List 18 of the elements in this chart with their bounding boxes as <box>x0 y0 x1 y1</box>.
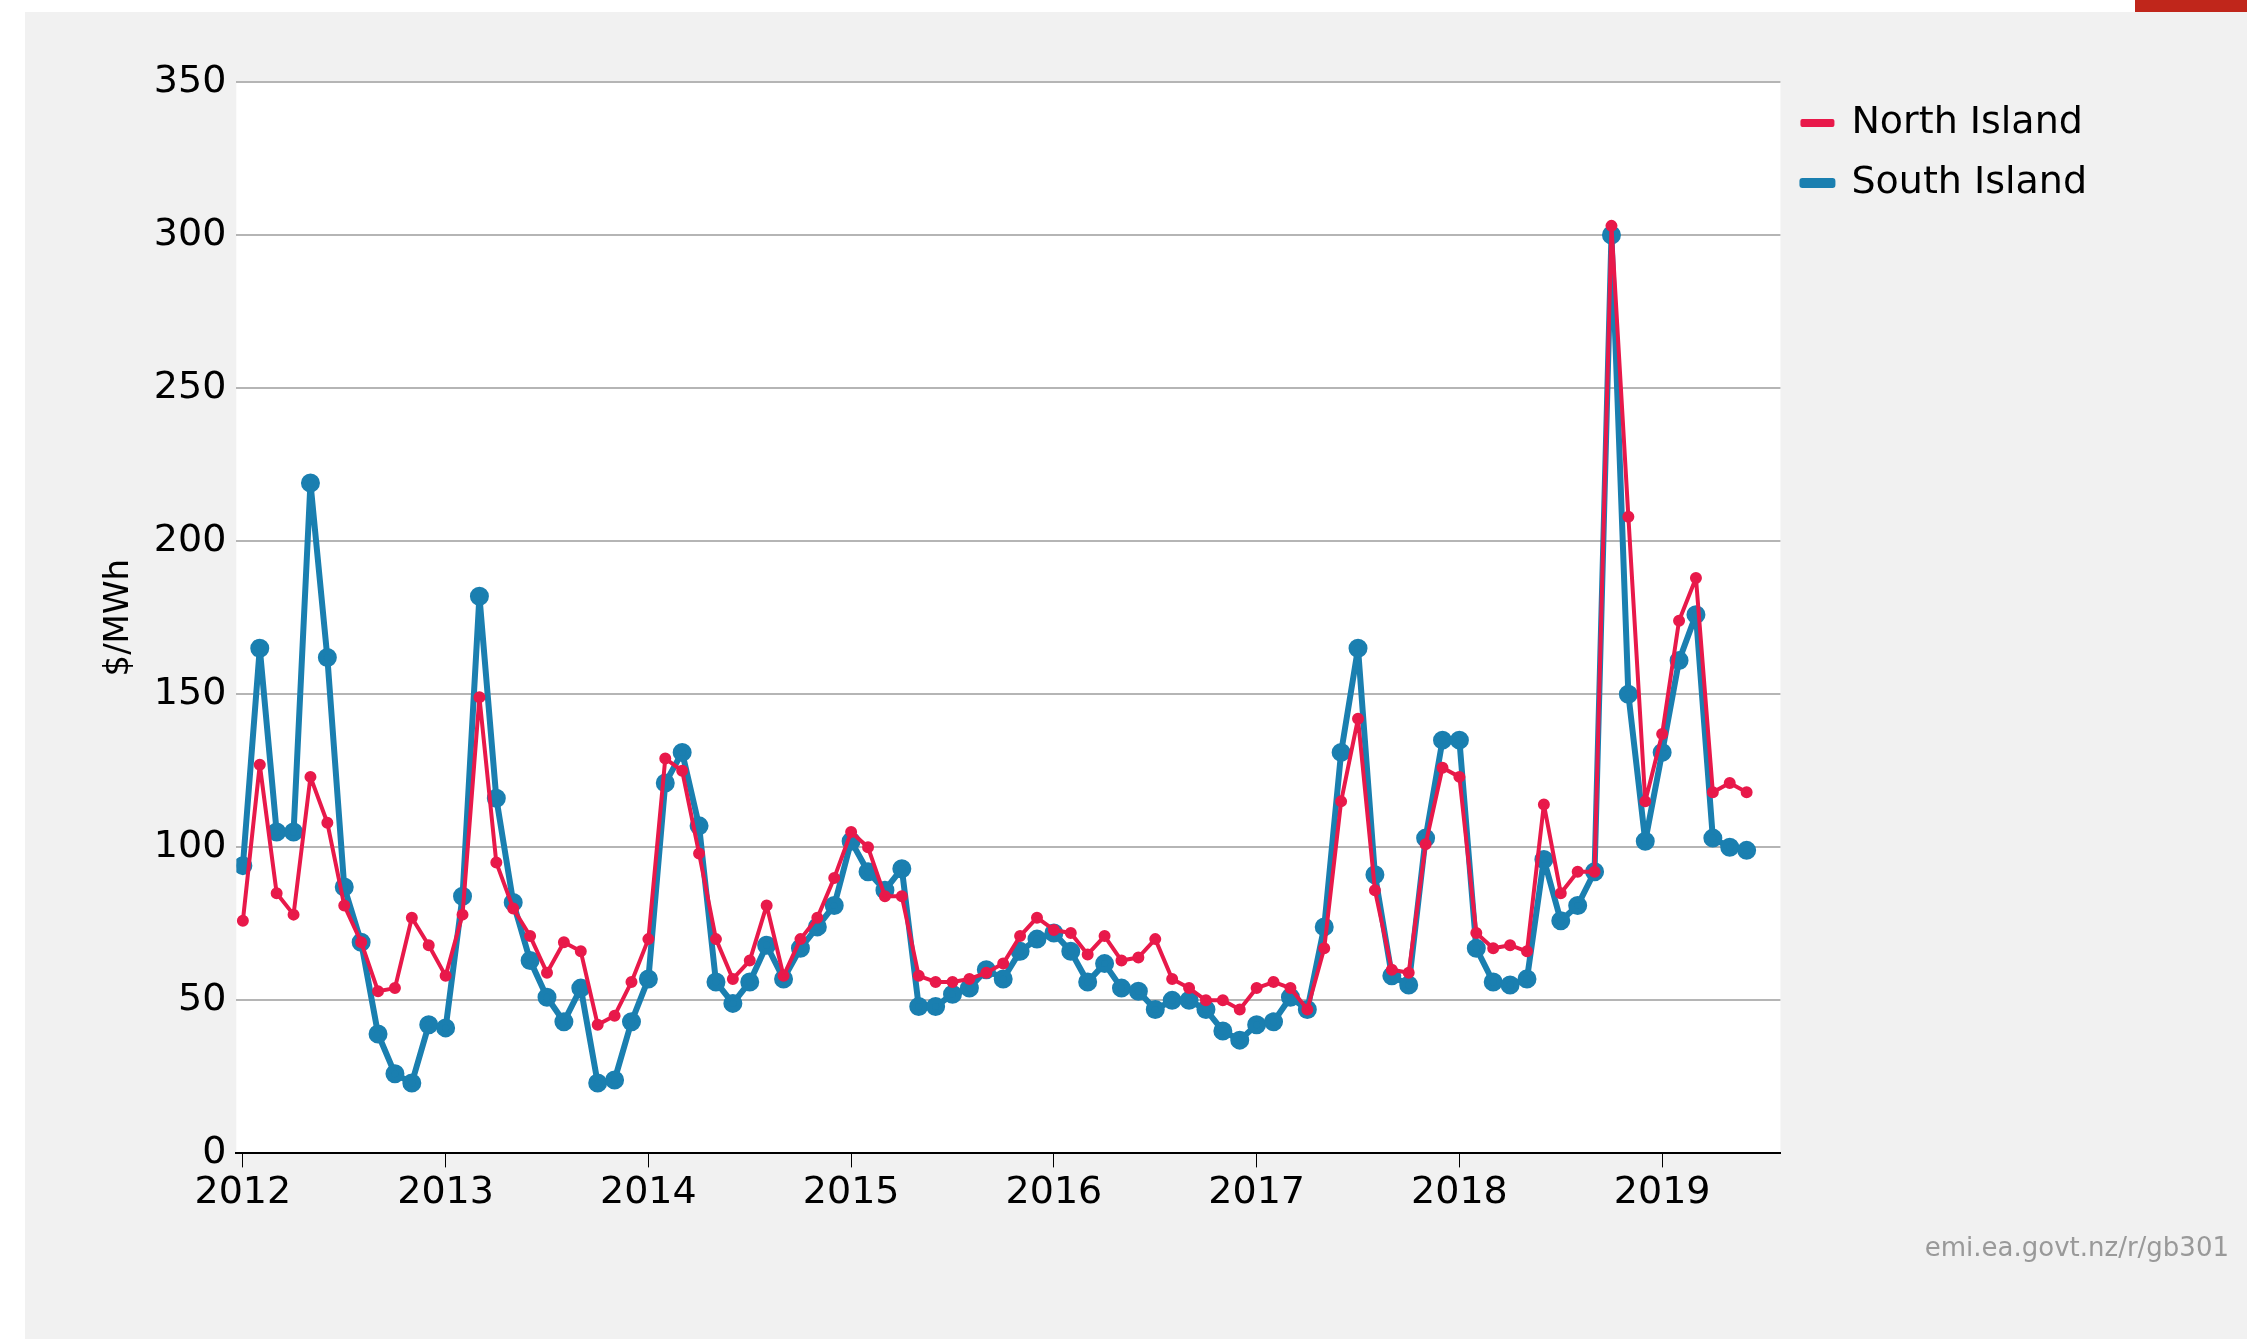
x-tick-label: 2018 <box>1411 1168 1508 1213</box>
y-tick-label: 50 <box>177 975 227 1020</box>
legend-label: South Island <box>1851 157 2088 202</box>
x-tick-label: 2019 <box>1613 1168 1711 1213</box>
x-tick-label: 2017 <box>1208 1168 1306 1213</box>
y-tick-label: 300 <box>153 209 227 254</box>
text: emi.ea.govt.nz/r/gb301 <box>1924 1232 2229 1262</box>
x-tick-label: 2013 <box>397 1168 494 1213</box>
y-tick-label: 250 <box>153 362 227 407</box>
x-tick-label: 2014 <box>600 1168 697 1213</box>
legend-label: North Island <box>1851 97 2083 142</box>
y-tick-label: 200 <box>153 516 227 561</box>
y-tick-label: 350 <box>153 56 227 101</box>
y-tick-label: 100 <box>153 822 227 867</box>
x-tick-label: 2016 <box>1005 1168 1103 1213</box>
x-tick-label: 2015 <box>802 1168 900 1213</box>
y-tick-label: 150 <box>153 669 227 714</box>
y-axis-title: $/MWh <box>96 558 137 677</box>
